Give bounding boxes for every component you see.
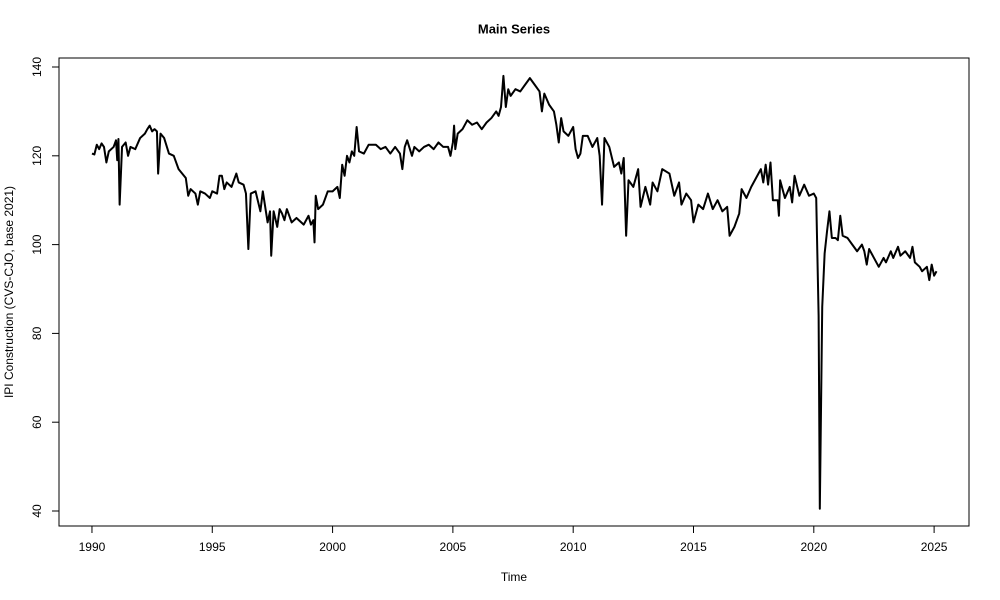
x-tick-label: 1995: [199, 540, 226, 554]
y-tick-label: 60: [30, 415, 44, 429]
x-tick-label: 2025: [921, 540, 948, 554]
plot-box: [58, 57, 970, 527]
chart-title: Main Series: [478, 21, 550, 36]
y-tick-label: 40: [30, 504, 44, 518]
y-tick-label: 140: [30, 57, 44, 77]
y-axis-title: IPI Construction (CVS-CJO, base 2021): [2, 186, 16, 398]
series-line: [91, 74, 938, 510]
y-tick-label: 80: [30, 326, 44, 340]
y-tick-label: 120: [30, 145, 44, 165]
x-tick-label: 2000: [319, 540, 346, 554]
x-tick-label: 2010: [560, 540, 587, 554]
y-tick-label: 100: [30, 234, 44, 254]
x-tick-label: 2015: [680, 540, 707, 554]
x-tick-label: 1990: [79, 540, 106, 554]
x-tick-label: 2005: [440, 540, 467, 554]
x-axis-title: Time: [501, 570, 528, 584]
x-tick-label: 2020: [800, 540, 827, 554]
